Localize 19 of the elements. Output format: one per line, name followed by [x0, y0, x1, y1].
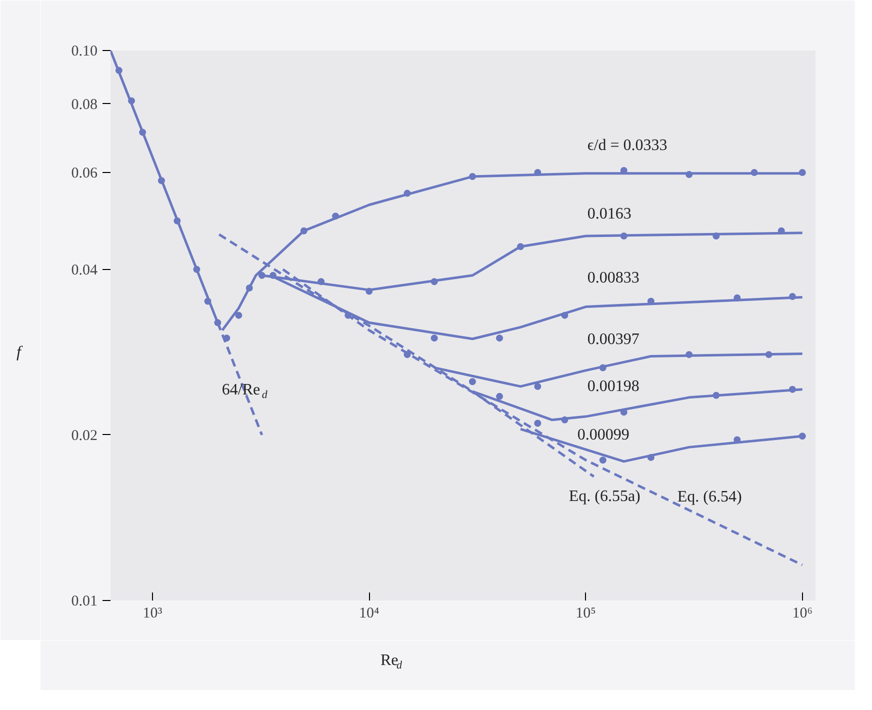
y-tick-label: 0.10	[71, 44, 98, 60]
series-label: 0.00099	[577, 426, 630, 444]
series-label: Eq. (6.55a)	[568, 488, 640, 506]
series-label: 0.00833	[587, 270, 640, 287]
series-label: Eq. (6.54)	[677, 488, 742, 506]
series-label: 0.00397	[587, 331, 640, 348]
series-label: 0.0163	[587, 205, 632, 222]
y-tick-label: 0.08	[71, 96, 98, 113]
y-tick-label: 0.06	[71, 166, 98, 182]
y-tick-label: 0.01	[71, 594, 98, 610]
series-label: 0.00198	[587, 378, 640, 395]
y-axis-title: f	[16, 344, 24, 361]
x-tick-label: 10³	[142, 606, 163, 622]
x-tick-label: 10⁵	[576, 606, 596, 622]
x-tick-label: 10⁴	[358, 606, 380, 622]
y-tick-label: 0.02	[71, 428, 98, 444]
x-tick-label: 10⁶	[792, 606, 812, 622]
series-label: ϵ/d = 0.0333	[587, 136, 668, 154]
y-tick-label: 0.04	[71, 262, 98, 278]
